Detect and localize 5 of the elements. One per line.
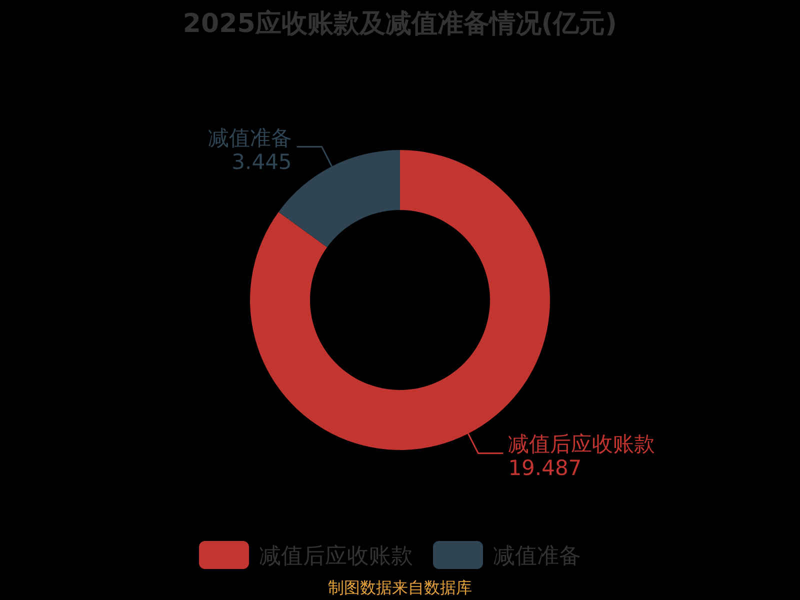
text: 制图数据来自数据库 <box>328 578 472 597</box>
data-label: 19.487 <box>508 456 582 480</box>
data-label: 3.445 <box>232 150 292 174</box>
slice-label: 减值后应收账款 <box>508 432 656 456</box>
slice-label: 减值准备 <box>208 126 292 150</box>
